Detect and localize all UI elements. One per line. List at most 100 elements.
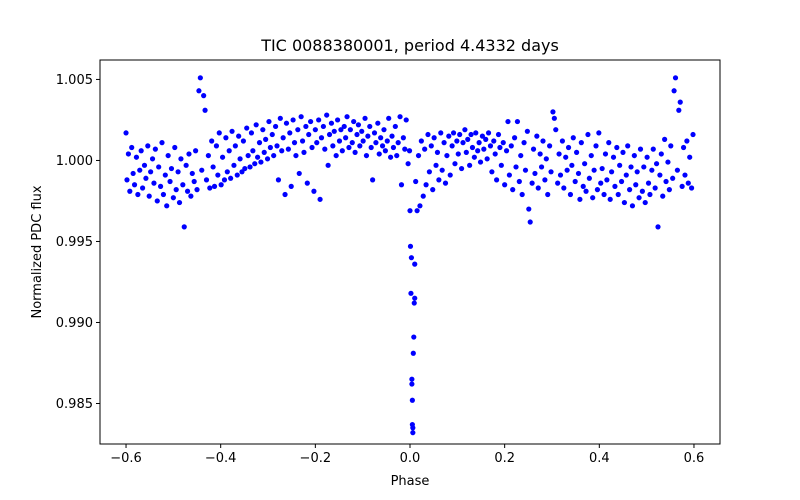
data-point — [351, 118, 357, 125]
data-point — [274, 143, 280, 149]
data-point — [181, 224, 187, 230]
data-point — [406, 148, 413, 154]
data-point — [253, 122, 259, 128]
data-point — [532, 170, 538, 177]
data-point — [359, 128, 365, 134]
data-point — [426, 169, 432, 175]
data-point — [382, 148, 388, 154]
data-point — [594, 187, 601, 193]
data-point — [582, 161, 588, 167]
data-point — [534, 133, 540, 139]
data-point — [245, 152, 251, 159]
data-point — [631, 152, 637, 159]
data-point — [228, 175, 234, 181]
data-point — [341, 123, 347, 130]
data-point — [430, 187, 436, 193]
data-point — [236, 133, 242, 139]
data-point — [580, 183, 586, 189]
data-point — [180, 182, 186, 188]
data-point — [569, 162, 575, 168]
data-point — [647, 191, 653, 198]
data-point — [591, 167, 597, 173]
data-point — [668, 143, 674, 149]
data-point — [367, 123, 373, 130]
data-point — [216, 130, 222, 136]
data-point — [168, 165, 175, 172]
data-point — [508, 143, 514, 149]
data-point — [684, 138, 690, 144]
data-point — [381, 127, 387, 133]
data-point — [285, 146, 291, 152]
data-point — [288, 183, 294, 189]
data-point — [267, 144, 273, 151]
data-point — [229, 128, 235, 134]
data-point — [301, 149, 307, 155]
data-point — [390, 144, 397, 151]
data-point — [376, 151, 382, 157]
data-point — [598, 180, 604, 186]
data-point — [556, 151, 562, 157]
data-point — [365, 133, 371, 139]
data-point — [334, 117, 341, 123]
data-point — [196, 88, 202, 94]
data-point — [645, 180, 652, 186]
data-point — [355, 122, 362, 128]
data-point — [529, 180, 535, 186]
data-point — [561, 185, 567, 191]
data-point — [476, 140, 482, 146]
data-point — [492, 151, 498, 157]
data-point — [318, 135, 325, 141]
data-point — [469, 144, 476, 151]
x-axis: −0.6 −0.4 −0.2 0.0 0.2 0.4 0.6 — [110, 444, 704, 466]
data-point — [447, 172, 453, 178]
data-point — [418, 138, 424, 144]
data-point — [409, 397, 415, 403]
data-point — [266, 118, 272, 125]
data-point — [483, 136, 489, 142]
y-tick-label: 0.990 — [56, 316, 93, 331]
data-point — [272, 123, 279, 130]
data-point — [438, 130, 444, 136]
data-point — [689, 185, 695, 191]
data-point — [252, 161, 258, 167]
data-point — [308, 118, 314, 125]
data-point — [625, 143, 631, 149]
data-point — [388, 154, 394, 160]
data-point — [149, 156, 156, 162]
data-point — [413, 178, 419, 185]
data-point — [621, 199, 628, 206]
data-point — [389, 133, 395, 139]
data-point — [183, 162, 189, 168]
data-point — [565, 144, 572, 151]
data-point — [197, 75, 203, 81]
data-point — [405, 161, 411, 167]
data-point — [564, 167, 570, 173]
data-point — [627, 187, 633, 193]
data-point — [462, 127, 468, 133]
data-point — [570, 135, 576, 141]
data-point — [186, 151, 192, 157]
data-point — [457, 131, 463, 138]
data-point — [264, 156, 271, 162]
data-point — [607, 196, 613, 202]
data-point — [193, 148, 199, 154]
data-point — [330, 143, 336, 149]
data-point — [572, 178, 578, 185]
data-point — [178, 156, 184, 162]
data-point — [295, 127, 301, 133]
data-point — [362, 115, 368, 121]
data-point — [167, 178, 173, 185]
data-point — [471, 154, 477, 160]
data-point — [258, 159, 264, 165]
data-point — [312, 127, 318, 133]
data-point — [612, 183, 618, 189]
data-point — [425, 131, 431, 138]
data-point — [203, 177, 210, 183]
data-point — [641, 164, 647, 170]
data-point — [189, 170, 195, 177]
data-point — [271, 152, 277, 159]
data-point — [553, 127, 559, 133]
data-point — [363, 152, 370, 159]
data-point — [652, 185, 658, 191]
